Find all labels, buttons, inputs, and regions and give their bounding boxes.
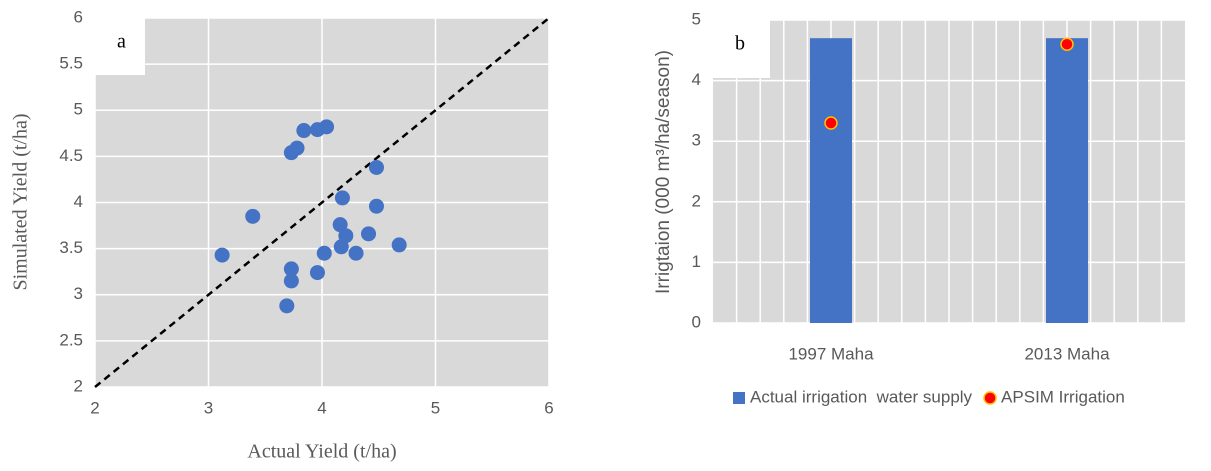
data-point bbox=[283, 273, 299, 289]
data-point bbox=[368, 198, 384, 214]
y-tick-label: 5.5 bbox=[59, 54, 83, 73]
data-point bbox=[361, 226, 377, 242]
y-tick-label: 0 bbox=[692, 312, 701, 331]
x-tick-label: 1997 Maha bbox=[788, 344, 874, 363]
data-point bbox=[283, 261, 299, 277]
data-point bbox=[1060, 37, 1074, 51]
x-tick-label: 4 bbox=[317, 398, 326, 417]
data-point bbox=[309, 265, 325, 281]
y-tick-label: 2 bbox=[74, 376, 83, 395]
data-point bbox=[279, 298, 295, 314]
y-tick-label: 6 bbox=[74, 7, 83, 26]
y-tick-label: 2 bbox=[692, 191, 701, 210]
y-tick-label: 4 bbox=[692, 70, 701, 89]
x-tick-label: 2 bbox=[90, 398, 99, 417]
data-point bbox=[824, 116, 838, 130]
one-to-one-line bbox=[94, 17, 550, 388]
data-point bbox=[214, 247, 230, 263]
data-point bbox=[289, 140, 305, 156]
x-tick-label: 2013 Maha bbox=[1024, 344, 1110, 363]
data-point bbox=[348, 245, 364, 261]
data-point bbox=[338, 228, 354, 244]
panel-label: a bbox=[117, 31, 126, 53]
y-tick-label: 3 bbox=[74, 284, 83, 303]
data-point bbox=[332, 217, 348, 233]
data-point bbox=[316, 245, 332, 261]
y-tick-label: 2.5 bbox=[59, 330, 83, 349]
y-tick-label: 5 bbox=[692, 9, 701, 28]
y-tick-label: 4.5 bbox=[59, 146, 83, 165]
y-axis-title: Irrigtaion (000 m³/ha/season) bbox=[653, 50, 674, 294]
data-point bbox=[368, 159, 384, 175]
y-tick-label: 3.5 bbox=[59, 238, 83, 257]
legend-swatch bbox=[983, 391, 997, 405]
legend-label: APSIM Irrigation bbox=[1001, 387, 1125, 406]
x-axis-title: Actual Yield (t/ha) bbox=[247, 441, 396, 463]
data-point bbox=[319, 119, 335, 135]
y-tick-label: 3 bbox=[692, 131, 701, 150]
y-tick-label: 1 bbox=[692, 252, 701, 271]
data-point bbox=[391, 237, 407, 253]
panel-label-box bbox=[713, 20, 770, 78]
bar bbox=[810, 38, 852, 324]
x-tick-label: 3 bbox=[204, 398, 213, 417]
legend-label: Actual irrigation water supply bbox=[750, 387, 973, 406]
data-point bbox=[245, 208, 261, 224]
data-point bbox=[296, 123, 312, 139]
y-axis-title: Simulated Yield (t/ha) bbox=[10, 113, 32, 290]
legend-swatch bbox=[733, 392, 745, 404]
y-tick-label: 4 bbox=[74, 192, 83, 211]
bar bbox=[1046, 38, 1088, 324]
y-tick-label: 5 bbox=[74, 100, 83, 119]
data-point bbox=[334, 190, 350, 206]
x-tick-label: 5 bbox=[431, 398, 440, 417]
panel-label-box bbox=[95, 18, 145, 75]
x-tick-label: 6 bbox=[544, 398, 553, 417]
panel-label: b bbox=[735, 33, 745, 55]
